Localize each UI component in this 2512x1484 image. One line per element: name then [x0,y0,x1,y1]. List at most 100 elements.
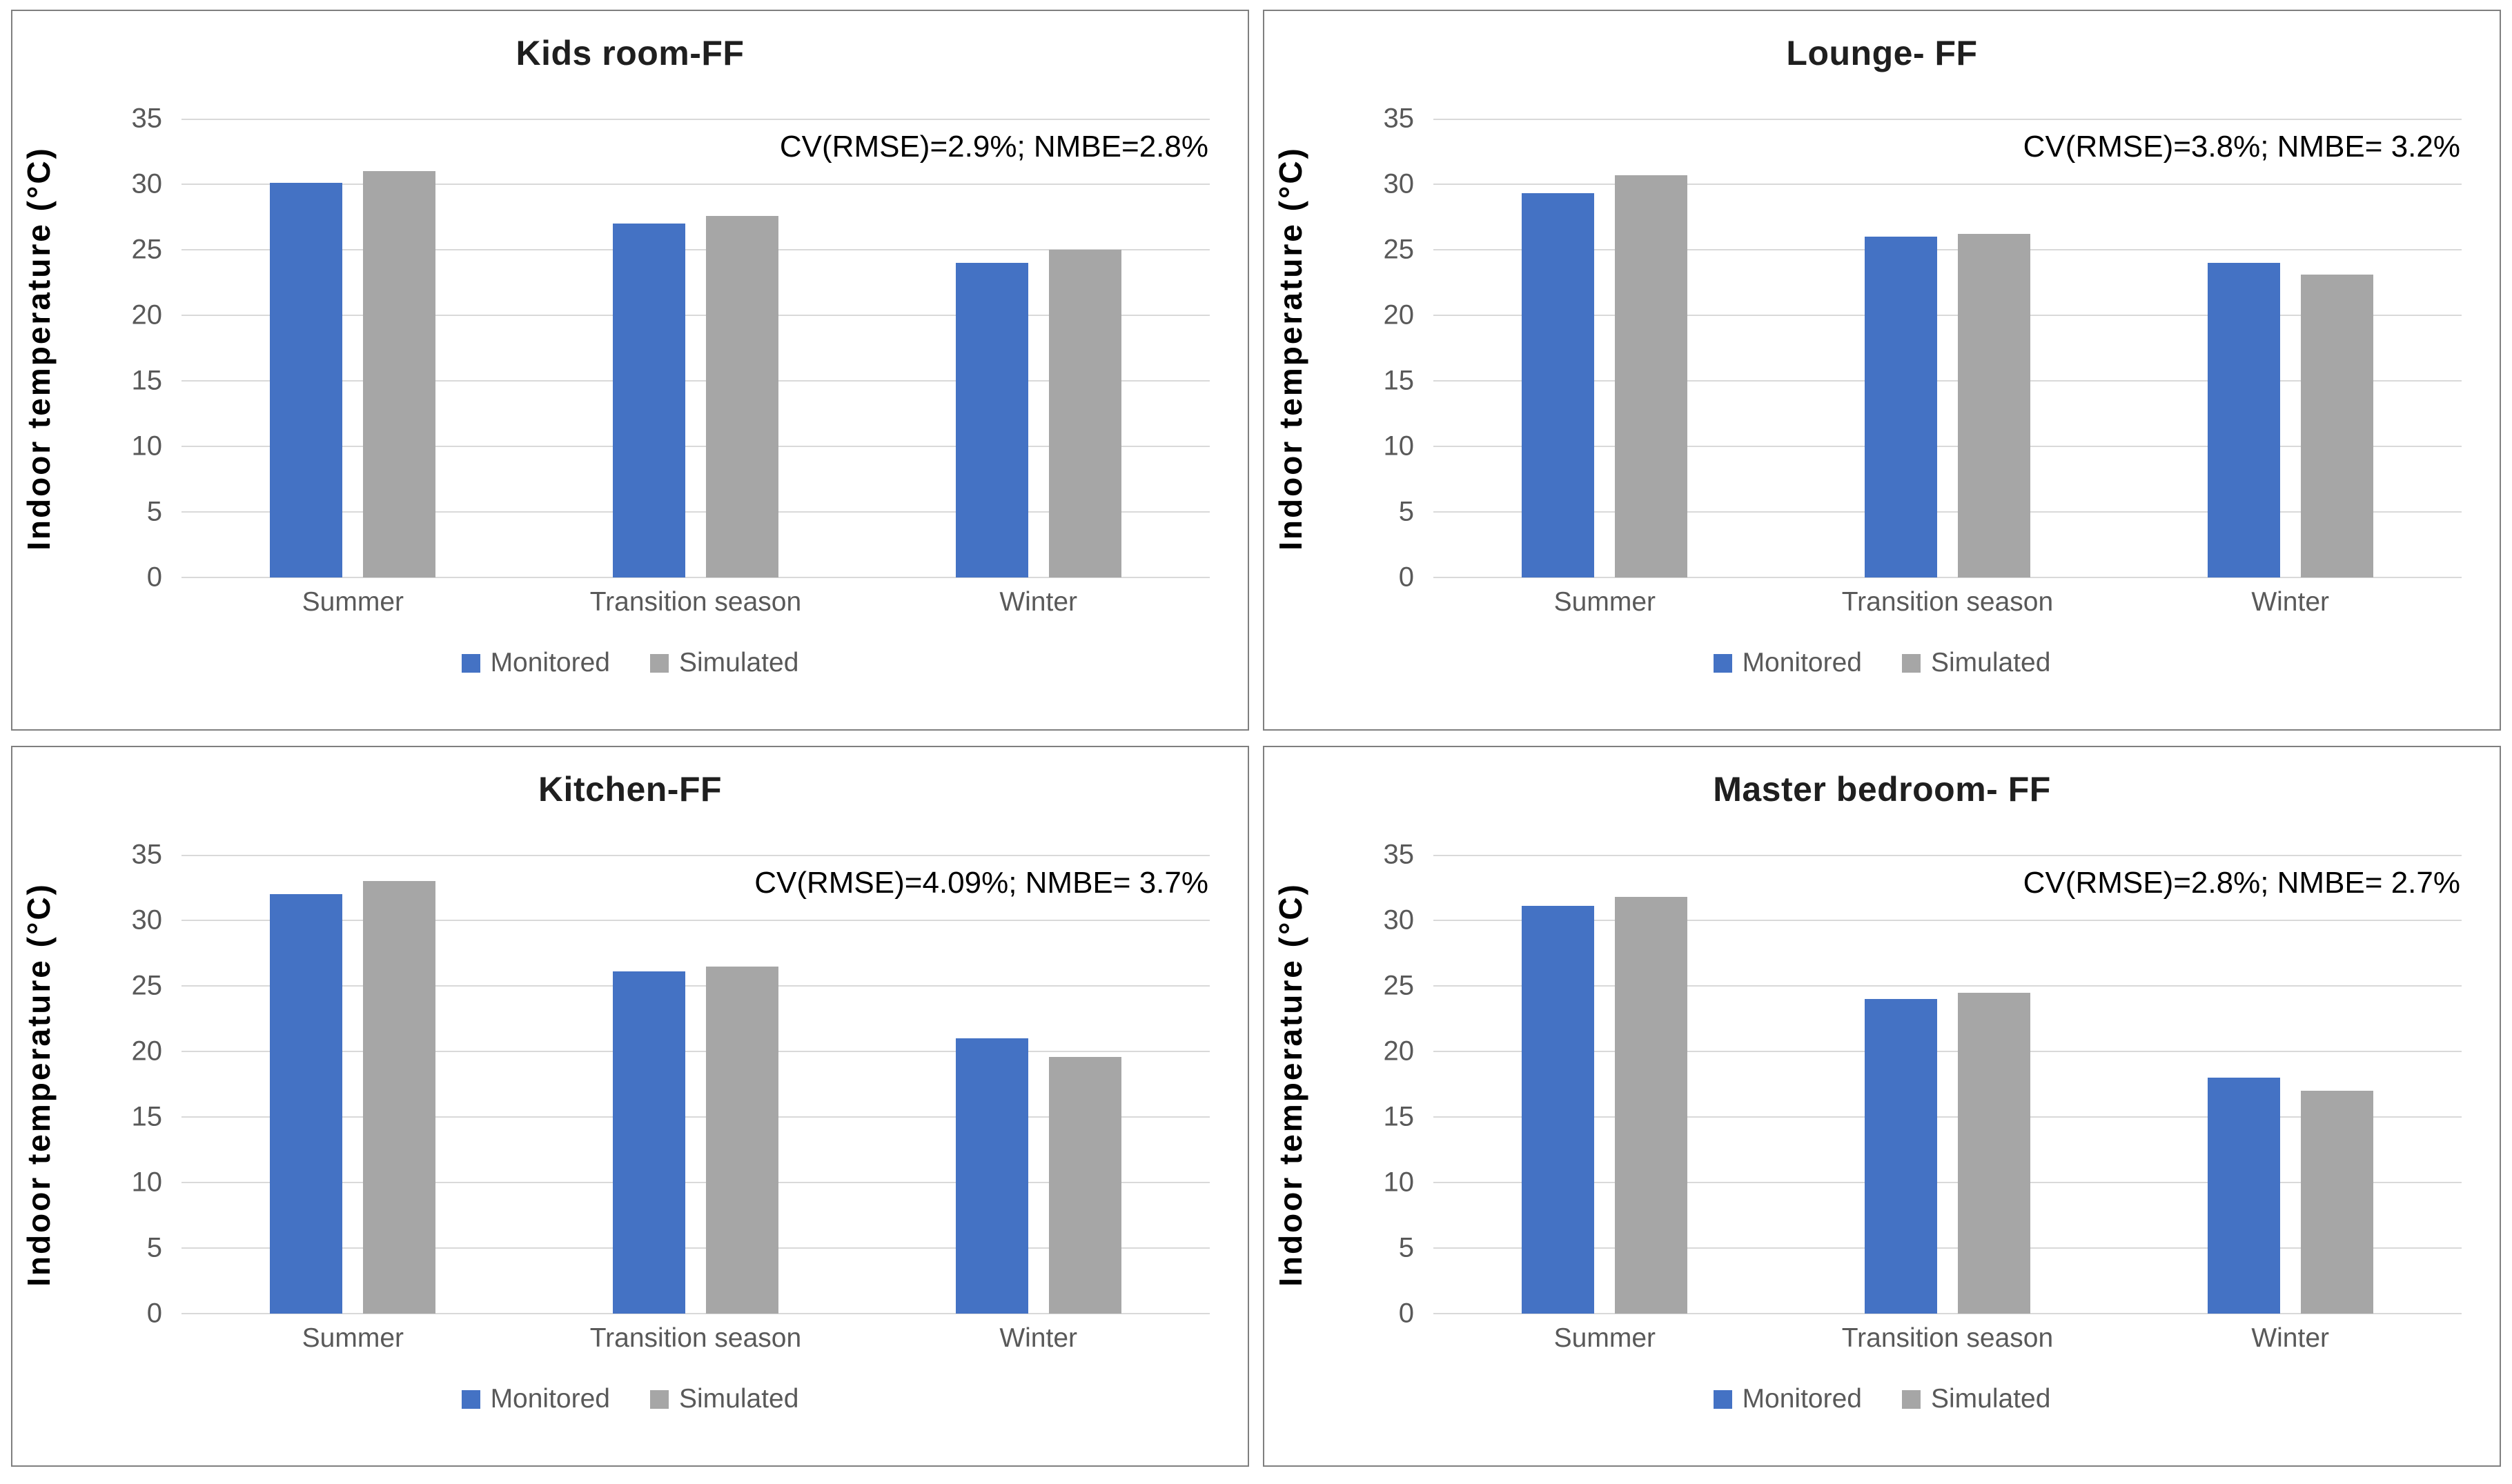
gridline [1433,184,2462,185]
y-axis-label-column: Indoor temperature (°C) [1264,855,1316,1314]
bar-simulated [363,171,436,577]
gridline [1433,446,2462,447]
y-axis-label-column: Indoor temperature (°C) [12,119,64,577]
legend-label: Monitored [1742,1384,1862,1414]
gridline [181,985,1210,987]
gridline [1433,985,2462,987]
y-tick-label: 0 [146,562,162,593]
legend-item: Monitored [461,648,610,678]
x-category-label: Winter [999,1323,1077,1353]
legend-swatch-monitored [461,653,480,673]
bar-monitored [1522,193,1595,577]
y-tick-label: 25 [1383,234,1415,265]
x-axis-labels-row: Summer Transition season Winter [1264,1323,2500,1362]
gridline [181,446,1210,447]
chart-panel: Kids room-FF Indoor temperature (°C) 0 5 1… [11,10,1249,731]
y-tick-label: 30 [1383,168,1415,199]
y-axis-label: Indoor temperature (°C) [1272,146,1308,551]
legend-label: Simulated [1931,1384,2051,1414]
gridline [181,1116,1210,1118]
x-category-label: Transition season [1841,1323,2054,1353]
bar-monitored [613,224,685,577]
y-axis-ticks: 0 5 10 15 20 25 30 35 [1316,103,1433,593]
x-axis-labels-row: Summer Transition season Winter [12,587,1248,626]
y-tick-label: 10 [131,1167,163,1198]
gridline [1433,511,2462,513]
x-category-label: Winter [2251,1323,2329,1353]
bar-simulated [706,966,778,1314]
calibration-annotation: CV(RMSE)=3.8%; NMBE= 3.2% [2023,130,2460,164]
bar-group [606,215,785,577]
legend-item: Simulated [650,1384,798,1414]
chart-legend: Monitored Simulated [12,1381,1248,1417]
legend-swatch-monitored [1713,653,1732,673]
gridline [181,1247,1210,1249]
x-axis-labels-row: Summer Transition season Winter [1264,587,2500,626]
chart-title: Kids room-FF [516,34,745,72]
chart-title: Kitchen-FF [538,770,723,809]
y-tick-label: 5 [1398,1232,1414,1263]
x-axis-labels-row: Summer Transition season Winter [12,1323,1248,1362]
chart-legend: Monitored Simulated [12,645,1248,681]
bar-group [263,171,442,577]
y-axis-label: Indoor temperature (°C) [1272,882,1308,1287]
y-tick-label: 25 [1383,970,1415,1001]
y-axis-ticks: 0 5 10 15 20 25 30 35 [64,840,181,1329]
legend-item: Monitored [1713,1384,1862,1414]
calibration-annotation: CV(RMSE)=4.09%; NMBE= 3.7% [754,866,1208,900]
y-axis-label-column: Indoor temperature (°C) [12,855,64,1314]
gridline [1433,1182,2462,1183]
bar-simulated [2300,275,2373,577]
bar-group [606,966,785,1314]
legend-label: Monitored [490,648,610,677]
y-tick-label: 30 [131,904,163,936]
gridline [1433,1051,2462,1052]
plot-area: CV(RMSE)=2.9%; NMBE=2.8% [181,119,1210,578]
gridline [181,119,1210,120]
y-tick-label: 0 [1398,1298,1414,1329]
chart-title: Lounge- FF [1786,34,1978,72]
calibration-annotation: CV(RMSE)=2.9%; NMBE=2.8% [779,130,1208,164]
y-axis-label: Indoor temperature (°C) [20,882,57,1287]
gridline [1433,249,2462,250]
bar-group [1858,234,2037,577]
y-tick-label: 30 [1383,904,1415,936]
bar-group [2201,263,2380,577]
gridline [181,1182,1210,1183]
bar-monitored [1865,999,1937,1314]
bar-monitored [1865,237,1937,577]
chart-body: Indoor temperature (°C) 0 5 10 15 20 25 30 35 C… [1264,103,2500,593]
y-axis-label-column: Indoor temperature (°C) [1264,119,1316,577]
gridline [181,380,1210,382]
gridline [181,511,1210,513]
calibration-annotation: CV(RMSE)=2.8%; NMBE= 2.7% [2023,866,2460,900]
legend-label: Simulated [679,648,799,677]
legend-swatch-simulated [650,653,669,673]
bar-simulated [1048,1056,1121,1314]
bar-group [2201,1078,2380,1314]
y-tick-label: 25 [131,234,163,265]
legend-swatch-simulated [1902,653,1921,673]
y-tick-label: 15 [1383,1101,1415,1132]
legend-item: Monitored [461,1384,610,1414]
bar-monitored [2207,263,2280,577]
bar-monitored [955,1038,1028,1314]
legend-swatch-simulated [1902,1389,1921,1409]
bar-simulated [1615,896,1688,1314]
legend-item: Monitored [1713,648,1862,678]
x-category-label: Summer [1553,587,1656,617]
x-category-label: Winter [2251,587,2329,617]
legend-label: Simulated [1931,648,2051,677]
y-tick-label: 35 [131,839,163,870]
gridline [1433,119,2462,120]
y-tick-label: 5 [1398,496,1414,527]
chart-title: Master bedroom- FF [1713,770,2051,809]
gridline [181,249,1210,250]
y-tick-label: 10 [131,431,163,462]
x-category-label: Summer [1553,1323,1656,1353]
gridline [181,184,1210,185]
bar-simulated [1958,234,2030,577]
y-axis-ticks: 0 5 10 15 20 25 30 35 [64,103,181,593]
chart-panel: Master bedroom- FF Indoor temperature (°… [1263,746,2501,1467]
